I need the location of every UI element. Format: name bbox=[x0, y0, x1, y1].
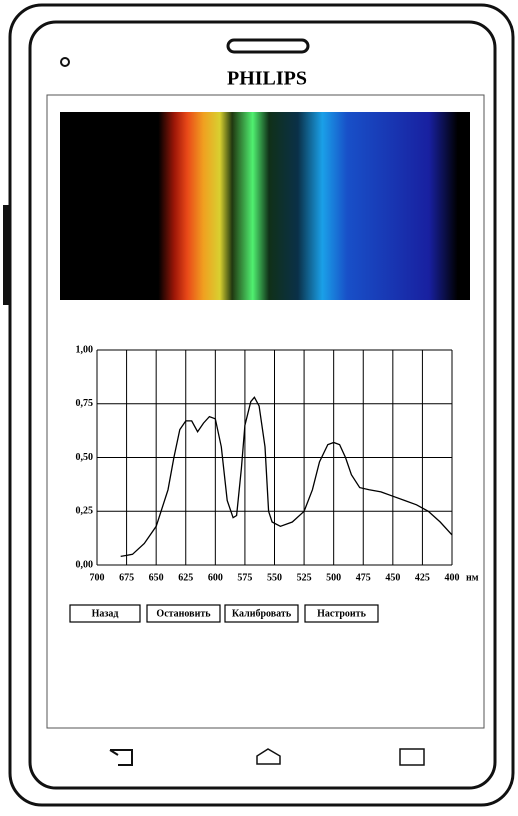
phone-screen: PHILIPS 0,00 0,25 0,50 0,75 1,00 700 675 650 625… bbox=[0, 0, 518, 811]
x-tick-label: 525 bbox=[297, 572, 312, 583]
x-tick-label: 650 bbox=[149, 572, 164, 583]
x-tick-label: 475 bbox=[356, 572, 371, 583]
button-label[interactable]: Настроить bbox=[317, 608, 366, 619]
x-tick-label: 600 bbox=[208, 572, 223, 583]
brand-title: PHILIPS bbox=[227, 68, 307, 90]
button-label[interactable]: Остановить bbox=[156, 608, 211, 619]
x-tick-label: 450 bbox=[385, 572, 400, 583]
spectrum-image bbox=[60, 112, 470, 300]
y-tick-label: 0,50 bbox=[76, 452, 94, 463]
y-tick-label: 0,75 bbox=[76, 398, 94, 409]
x-tick-label: 400 bbox=[445, 572, 460, 583]
side-button bbox=[3, 205, 11, 305]
y-tick-label: 0,25 bbox=[76, 506, 94, 517]
button-label[interactable]: Назад bbox=[92, 608, 119, 619]
x-tick-label: 700 bbox=[90, 572, 105, 583]
x-tick-label: 500 bbox=[326, 572, 341, 583]
x-tick-label: 575 bbox=[237, 572, 252, 583]
y-tick-label: 1,00 bbox=[76, 344, 94, 355]
y-tick-label: 0,00 bbox=[76, 559, 94, 570]
x-tick-label: 425 bbox=[415, 572, 430, 583]
x-tick-label: 675 bbox=[119, 572, 134, 583]
x-axis-label: нм bbox=[466, 572, 479, 583]
x-tick-label: 625 bbox=[178, 572, 193, 583]
button-label[interactable]: Калибровать bbox=[232, 608, 292, 619]
x-tick-label: 550 bbox=[267, 572, 282, 583]
